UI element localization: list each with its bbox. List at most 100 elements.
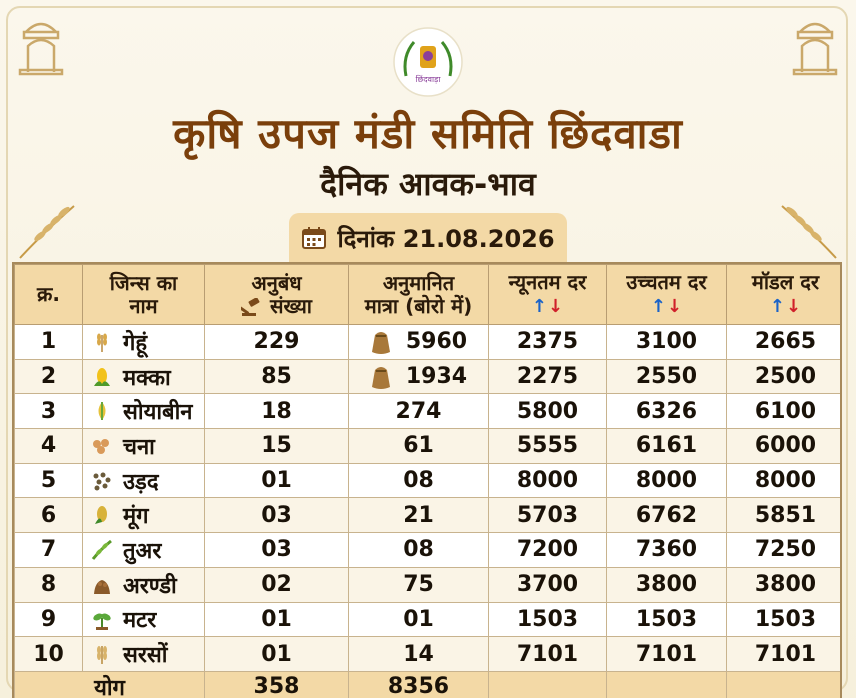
cell-contracts: 01: [204, 601, 349, 638]
cell-modal-rate: 2500: [726, 358, 840, 395]
cell-modal-rate: 8000: [726, 462, 840, 499]
cell-modal-rate: 6100: [726, 393, 840, 430]
cell-sn: 8: [14, 566, 83, 603]
cell-max-rate: 3100: [606, 324, 727, 360]
cell-contracts: 03: [204, 497, 349, 534]
temple-icon: [792, 22, 838, 76]
cell-quantity: 01: [348, 601, 489, 638]
col-header-contracts: अनुबंध संख्या: [204, 264, 349, 325]
cell-max-rate: 6326: [606, 393, 727, 430]
cell-crop: मटर: [82, 601, 205, 638]
wheat-decoration-icon: [781, 205, 837, 259]
cell-crop: अरण्डी: [82, 566, 205, 603]
col-header-modal-rate-label: मॉडल दर: [751, 270, 820, 295]
cell-crop: गेहूं: [82, 324, 205, 360]
cell-max-rate: 2550: [606, 358, 727, 395]
cell-min-rate: 8000: [488, 462, 607, 499]
cell-min-rate: 5800: [488, 393, 607, 430]
col-header-modal-rate: मॉडल दर ↑ ↓: [726, 264, 840, 325]
table-row: 3 सोयाबीन 18 274 5800 6326 6100: [14, 393, 840, 430]
total-label: योग: [14, 670, 205, 698]
quantity-value: 274: [395, 398, 442, 424]
cell-max-rate: 1503: [606, 601, 727, 638]
cell-modal-rate: 7101: [726, 636, 840, 672]
total-row: योग 358 8356: [14, 670, 840, 698]
col-header-contracts-line1: अनुबंध: [251, 270, 302, 295]
quantity-value: 08: [403, 468, 434, 494]
cell-quantity: 75: [348, 566, 489, 603]
cell-quantity: 08: [348, 462, 489, 499]
cell-min-rate: 7200: [488, 532, 607, 568]
col-header-quantity-line2: मात्रा (बोरो में): [364, 293, 473, 318]
quantity-value: 61: [403, 433, 434, 459]
cell-quantity: 14: [348, 636, 489, 672]
total-empty: [726, 670, 840, 698]
table-row: 10 सरसों 01 14 7101 7101 7101: [14, 636, 840, 672]
cell-modal-rate: 3800: [726, 566, 840, 603]
cell-crop: तुअर: [82, 532, 205, 568]
castor-icon: [91, 574, 113, 596]
cell-max-rate: 6161: [606, 428, 727, 464]
table-row: 5 उड़द 01 08 8000 8000 8000: [14, 462, 840, 499]
cell-min-rate: 2375: [488, 324, 607, 360]
crop-name: उड़द: [123, 469, 159, 495]
soybean-icon: [91, 400, 113, 422]
cell-sn: 7: [14, 532, 83, 568]
cell-crop: उड़द: [82, 462, 205, 499]
cell-min-rate: 5703: [488, 497, 607, 534]
col-header-contracts-line2: संख्या: [269, 293, 312, 318]
sort-arrows-icon: ↑ ↓: [650, 296, 683, 318]
cell-modal-rate: 7250: [726, 532, 840, 568]
cell-crop: मूंग: [82, 497, 205, 534]
cell-contracts: 01: [204, 462, 349, 499]
quantity-value: 75: [403, 572, 434, 598]
col-header-crop-line1: जिन्स का: [109, 270, 178, 295]
sort-arrows-icon: ↑ ↓: [531, 296, 564, 318]
cell-contracts: 18: [204, 393, 349, 430]
quantity-value: 21: [403, 502, 434, 528]
table-row: 2 मक्का 85 1934 2275 2550 2500: [14, 358, 840, 395]
cell-contracts: 15: [204, 428, 349, 464]
cell-contracts: 229: [204, 324, 349, 360]
cell-max-rate: 3800: [606, 566, 727, 603]
cell-contracts: 01: [204, 636, 349, 672]
cell-contracts: 03: [204, 532, 349, 568]
chickpea-icon: [91, 435, 113, 457]
wheat-icon: [91, 331, 113, 353]
table-row: 7 तुअर 03 08 7200 7360 7250: [14, 532, 840, 568]
urad-icon: [91, 470, 113, 492]
rates-table: क्र. जिन्स का नाम अनुबंध संख्या: [14, 264, 840, 698]
cell-contracts: 02: [204, 566, 349, 603]
table-row: 6 मूंग 03 21 5703 6762 5851: [14, 497, 840, 534]
mustard-icon: [91, 643, 113, 665]
sack-icon: [371, 331, 390, 354]
col-header-crop-line2: नाम: [129, 293, 158, 318]
col-header-contracts-line2-wrap: संख्या: [205, 293, 348, 318]
cell-sn: 5: [14, 462, 83, 499]
crop-name: सोयाबीन: [123, 400, 193, 426]
total-empty: [606, 670, 727, 698]
cell-crop: चना: [82, 428, 205, 464]
cell-quantity: 61: [348, 428, 489, 464]
tur-icon: [91, 539, 113, 561]
temple-icon: [18, 22, 64, 76]
cell-quantity: 274: [348, 393, 489, 430]
cell-crop: मक्का: [82, 358, 205, 395]
rates-table-wrapper: क्र. जिन्स का नाम अनुबंध संख्या: [12, 262, 842, 698]
crop-name: अरण्डी: [123, 573, 177, 599]
cell-quantity: 1934: [348, 358, 489, 395]
cell-quantity: 08: [348, 532, 489, 568]
date-label: दिनांक 21.08.2026: [337, 224, 555, 253]
logo-caption: छिंदवाड़ा: [416, 74, 442, 84]
table-row: 8 अरण्डी 02 75 3700 3800 3800: [14, 566, 840, 603]
cell-min-rate: 3700: [488, 566, 607, 603]
col-header-crop: जिन्स का नाम: [82, 264, 205, 325]
date-badge: दिनांक 21.08.2026: [289, 213, 567, 263]
crop-name: मूंग: [123, 504, 149, 530]
moong-icon: [91, 504, 113, 526]
cell-modal-rate: 6000: [726, 428, 840, 464]
cell-sn: 4: [14, 428, 83, 464]
sort-arrows-icon: ↑ ↓: [769, 296, 802, 318]
col-header-max-rate: उच्चतम दर ↑ ↓: [606, 264, 727, 325]
page-subtitle: दैनिक आवक-भाव: [320, 165, 536, 203]
